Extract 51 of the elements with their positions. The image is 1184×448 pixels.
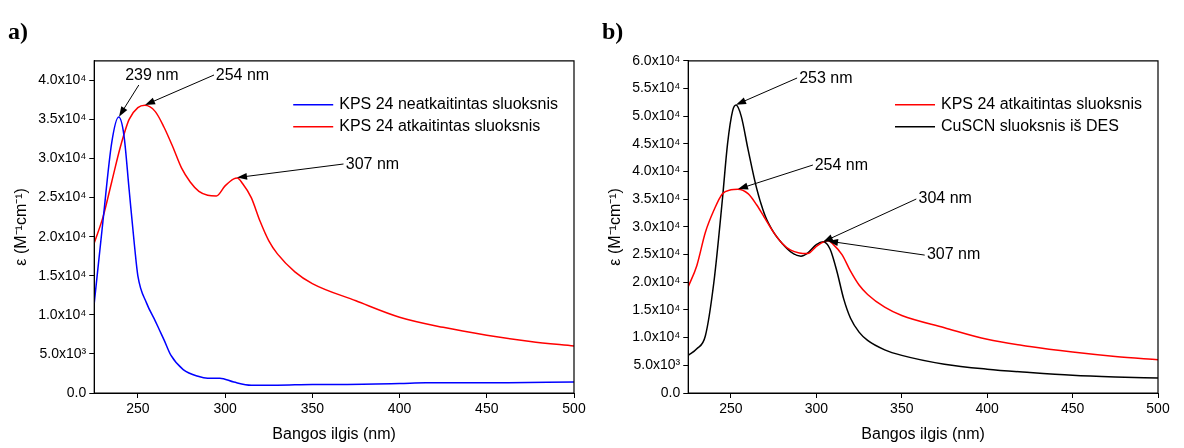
legend-label: CuSCN sluoksnis iš DES bbox=[941, 117, 1119, 135]
annotation: 307 nm bbox=[926, 245, 981, 263]
x-tick-label: 400 bbox=[387, 400, 412, 417]
annotation: 239 nm bbox=[125, 65, 179, 83]
chart-title: a) bbox=[8, 17, 28, 44]
legend-label: KPS 24 atkaitintas sluoksnis bbox=[941, 95, 1143, 113]
y-tick-label: 3.0x10⁴ bbox=[632, 217, 681, 234]
annotation: 253 nm bbox=[799, 68, 853, 86]
y-tick-label: 5.0x10⁴ bbox=[632, 107, 681, 124]
y-tick-label: 3.5x10⁴ bbox=[38, 110, 87, 127]
legend-label: KPS 24 neatkaitintas sluoksnis bbox=[339, 95, 559, 113]
annotation: 307 nm bbox=[345, 154, 400, 172]
x-tick-label: 300 bbox=[804, 400, 829, 417]
x-tick-label: 500 bbox=[1146, 400, 1170, 417]
y-tick-label: 5.0x10³ bbox=[39, 344, 87, 361]
x-tick-label: 350 bbox=[300, 400, 325, 417]
y-tick-label: 1.0x10⁴ bbox=[632, 328, 681, 345]
y-tick-label: 4.5x10⁴ bbox=[632, 134, 681, 151]
y-tick-label: 0.0 bbox=[66, 383, 87, 400]
chart-title: b) bbox=[602, 17, 624, 44]
y-axis-title: ε (M⁻¹cm⁻¹) bbox=[12, 188, 30, 266]
x-tick-label: 350 bbox=[890, 400, 914, 417]
y-tick-label: 5.5x10⁴ bbox=[632, 79, 681, 96]
y-tick-label: 4.0x10⁴ bbox=[38, 71, 87, 88]
y-axis-title: ε (M⁻¹cm⁻¹) bbox=[606, 188, 624, 266]
y-tick-label: 5.0x10³ bbox=[633, 356, 681, 373]
x-tick-label: 450 bbox=[1060, 400, 1085, 417]
x-tick-label: 400 bbox=[975, 400, 1000, 417]
annotation: 304 nm bbox=[918, 189, 972, 207]
y-tick-label: 3.5x10⁴ bbox=[632, 190, 681, 207]
x-tick-label: 450 bbox=[475, 400, 499, 417]
y-tick-label: 6.0x10⁴ bbox=[632, 51, 681, 68]
y-tick-label: 2.0x10⁴ bbox=[38, 227, 87, 244]
y-tick-label: 0.0 bbox=[660, 383, 681, 400]
y-tick-label: 1.5x10⁴ bbox=[38, 266, 87, 283]
y-tick-label: 4.0x10⁴ bbox=[632, 162, 681, 179]
annotation: 254 nm bbox=[215, 65, 270, 83]
x-axis-title: Bangos ilgis (nm) bbox=[861, 424, 985, 442]
legend-label: KPS 24 atkaitintas sluoksnis bbox=[339, 117, 541, 135]
y-tick-label: 3.0x10⁴ bbox=[38, 149, 87, 166]
x-tick-label: 300 bbox=[213, 400, 237, 417]
y-tick-label: 1.5x10⁴ bbox=[632, 300, 681, 317]
y-tick-label: 2.0x10⁴ bbox=[632, 273, 681, 290]
x-tick-label: 500 bbox=[562, 400, 586, 417]
y-tick-label: 2.5x10⁴ bbox=[38, 188, 87, 205]
annotation: 254 nm bbox=[814, 155, 869, 173]
x-axis-title: Bangos ilgis (nm) bbox=[272, 424, 396, 442]
x-tick-label: 250 bbox=[126, 400, 150, 417]
x-tick-label: 250 bbox=[719, 400, 743, 417]
y-tick-label: 1.0x10⁴ bbox=[38, 305, 87, 322]
y-tick-label: 2.5x10⁴ bbox=[632, 245, 681, 262]
